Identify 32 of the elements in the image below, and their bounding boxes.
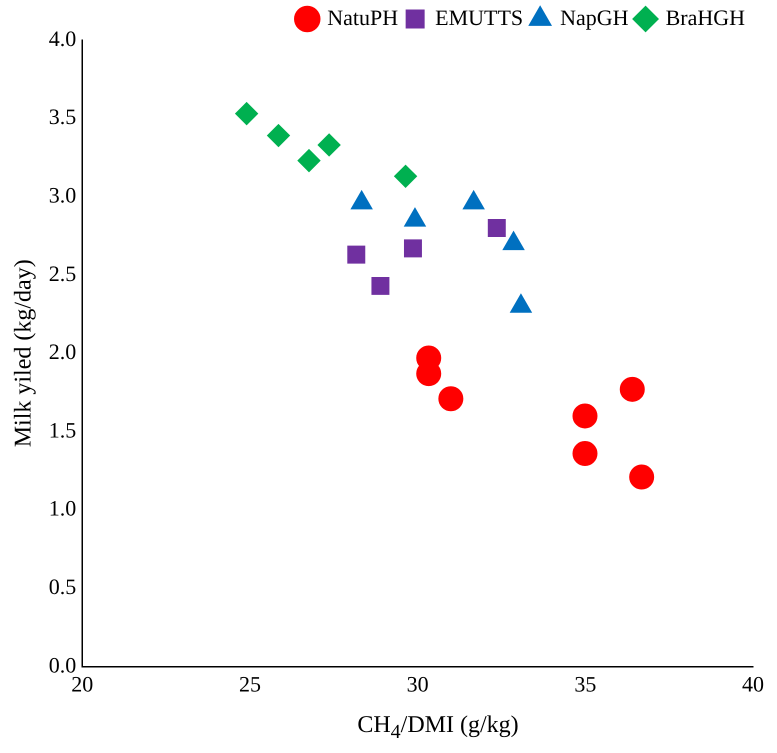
point xyxy=(438,386,464,412)
point xyxy=(629,464,654,490)
point xyxy=(394,164,418,188)
y-tick-label: 3.0 xyxy=(48,182,76,208)
point xyxy=(620,376,645,402)
point xyxy=(371,276,390,295)
point xyxy=(235,102,258,126)
y-tick-label: 2.0 xyxy=(48,339,76,364)
point xyxy=(572,403,598,428)
legend-label: NatuPH xyxy=(327,4,398,30)
legend-label: EMUTTS xyxy=(435,4,524,30)
point xyxy=(404,239,422,258)
x-tick-label: 40 xyxy=(742,672,764,697)
x-tick-label: 30 xyxy=(406,672,429,697)
y-tick-label: 3.5 xyxy=(48,104,76,130)
y-tick-label: 2.5 xyxy=(48,260,76,286)
y-axis-title: Milk yiled (kg/day) xyxy=(10,259,37,448)
point xyxy=(266,124,290,148)
legend-label: BraHGH xyxy=(666,4,746,30)
y-tick-label: 1.0 xyxy=(48,496,76,521)
x-axis-title: CH$_{4}$/DMI (g/kg) xyxy=(356,712,520,744)
point xyxy=(318,133,341,156)
point xyxy=(488,218,506,237)
point xyxy=(297,149,320,172)
x-tick-label: 25 xyxy=(238,672,261,697)
point xyxy=(347,246,366,264)
x-tick-label: 35 xyxy=(574,672,596,697)
y-tick-label: 0.5 xyxy=(48,574,76,600)
y-tick-label: 1.5 xyxy=(48,417,76,442)
point xyxy=(572,441,598,466)
legend-label: NapGH xyxy=(560,4,629,30)
y-tick-label: 4.0 xyxy=(48,26,76,51)
